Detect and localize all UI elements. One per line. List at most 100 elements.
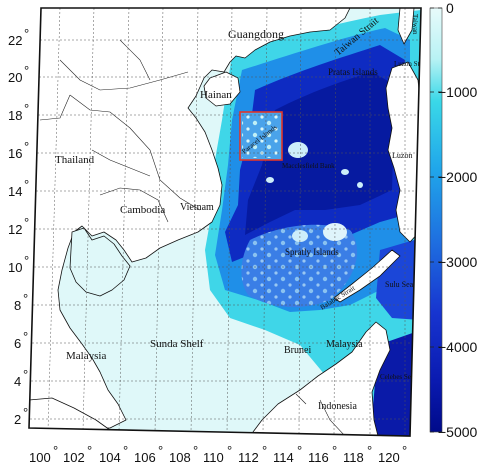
lon-tick: 108 ° xyxy=(169,443,198,465)
lon-tick: 120 ° xyxy=(378,443,407,465)
svg-text:104: 104 xyxy=(99,450,121,465)
svg-text:°: ° xyxy=(87,443,92,458)
svg-text:°: ° xyxy=(193,443,198,458)
label-malaysia-west: Malaysia xyxy=(66,350,106,362)
label-pratas: Pratas Islands xyxy=(328,67,378,77)
svg-text:°: ° xyxy=(24,63,29,78)
lat-tick: 8 ° xyxy=(14,291,28,313)
paracel-reefs xyxy=(242,114,280,158)
colorbar-gradient xyxy=(429,7,443,433)
svg-text:102: 102 xyxy=(63,450,85,465)
borneo xyxy=(249,321,391,436)
taiwan-island xyxy=(397,8,415,45)
sumatra xyxy=(29,397,111,433)
reef-bright-5 xyxy=(266,177,274,183)
lat-tick: 22 ° xyxy=(8,26,29,48)
svg-text:°: ° xyxy=(24,26,29,41)
lat-tick: 12 ° xyxy=(8,215,29,237)
label-brunei: Brunei xyxy=(284,345,311,356)
lon-tick: 100 ° xyxy=(29,443,58,465)
svg-text:4: 4 xyxy=(14,374,21,389)
graticule xyxy=(30,8,421,435)
svg-text:114: 114 xyxy=(273,450,294,465)
svg-text:112: 112 xyxy=(238,450,259,465)
svg-text:°: ° xyxy=(402,443,407,458)
svg-text:116: 116 xyxy=(308,450,329,465)
label-cambodia: Cambodia xyxy=(120,204,165,216)
svg-text:°: ° xyxy=(24,177,29,192)
dangerous-ground-reefs xyxy=(241,224,358,308)
latitude-labels: 22 ° 20 ° 18 ° 16 ° 14 ° 12 ° 10 ° 8 ° 6 ° 4 ° 2 ° xyxy=(8,26,29,427)
lon-tick: 112 ° xyxy=(238,443,267,465)
colorbar-label: 0 xyxy=(446,0,454,16)
svg-text:°: ° xyxy=(158,443,163,458)
svg-text:16: 16 xyxy=(8,146,22,161)
lat-tick: 18 ° xyxy=(8,101,29,123)
svg-text:6: 6 xyxy=(14,336,21,351)
lat-tick: 14 ° xyxy=(8,177,29,199)
svg-text:118: 118 xyxy=(343,450,364,465)
svg-text:°: ° xyxy=(262,443,267,458)
lat-tick: 4 ° xyxy=(14,367,28,389)
lat-tick: 20 ° xyxy=(8,63,29,85)
gulf-of-thailand xyxy=(69,227,131,297)
label-taiwan: Taiwan xyxy=(411,14,419,35)
svg-text:°: ° xyxy=(123,443,128,458)
svg-text:°: ° xyxy=(23,291,28,306)
macclesfield-bank xyxy=(288,142,308,158)
reef-bright-3 xyxy=(341,169,349,175)
lat-tick: 2 ° xyxy=(14,405,28,427)
label-hainan: Hainan xyxy=(200,89,232,101)
land xyxy=(29,8,421,436)
label-luzon: Luzon xyxy=(392,151,412,160)
svg-text:2: 2 xyxy=(14,412,21,427)
label-malaysia-east: Malaysia xyxy=(326,339,363,350)
lon-tick: 104 ° xyxy=(99,443,128,465)
svg-text:108: 108 xyxy=(169,450,191,465)
lon-tick: 114 ° xyxy=(273,443,302,465)
colorbar-label: −2000 xyxy=(438,169,478,185)
label-thailand: Thailand xyxy=(55,154,95,166)
label-indonesia: Indonesia xyxy=(318,401,357,412)
svg-text:°: ° xyxy=(23,329,28,344)
label-sunda: Sunda Shelf xyxy=(150,338,204,350)
svg-text:18: 18 xyxy=(8,108,22,123)
svg-text:°: ° xyxy=(24,253,29,268)
svg-text:20: 20 xyxy=(8,70,22,85)
lon-tick: 110 ° xyxy=(203,443,232,465)
label-luzon-strait: Luzon Strait xyxy=(394,60,429,68)
svg-text:°: ° xyxy=(297,443,302,458)
svg-text:°: ° xyxy=(332,443,337,458)
reef-bright-4 xyxy=(357,182,363,188)
svg-text:100: 100 xyxy=(29,450,51,465)
palawan xyxy=(333,249,401,303)
svg-text:°: ° xyxy=(24,139,29,154)
colorbar-ticks xyxy=(430,7,442,433)
svg-text:°: ° xyxy=(24,215,29,230)
label-vietnam: Vietnam xyxy=(180,202,214,213)
map-area: Guangdong Taiwan Strait Taiwan Pratas Is… xyxy=(29,8,429,436)
label-sulu-sea: Sulu Sea xyxy=(385,280,414,289)
label-spratly: Spratly Islands xyxy=(285,247,339,257)
svg-text:°: ° xyxy=(23,405,28,420)
lat-tick: 10 ° xyxy=(8,253,29,275)
svg-text:14: 14 xyxy=(8,184,22,199)
depth-colorbar: 0 −1000 −2000 −3000 −4000 −5000 xyxy=(429,0,478,440)
svg-text:°: ° xyxy=(24,101,29,116)
lat-tick: 6 ° xyxy=(14,329,28,351)
svg-text:°: ° xyxy=(23,367,28,382)
svg-text:22: 22 xyxy=(8,33,22,48)
study-area-box xyxy=(239,111,283,161)
lon-tick: 116 ° xyxy=(308,443,337,465)
svg-text:8: 8 xyxy=(14,298,21,313)
label-macclesfield: Macclesfield Bank xyxy=(282,162,335,170)
label-guangdong: Guangdong xyxy=(228,27,284,41)
svg-text:110: 110 xyxy=(203,450,224,465)
mainland-asia xyxy=(29,8,351,429)
borders xyxy=(39,39,346,436)
colorbar-label: −5000 xyxy=(438,424,478,440)
svg-text:10: 10 xyxy=(8,260,22,275)
lon-tick: 118 ° xyxy=(343,443,372,465)
lon-tick: 102 ° xyxy=(63,443,92,465)
